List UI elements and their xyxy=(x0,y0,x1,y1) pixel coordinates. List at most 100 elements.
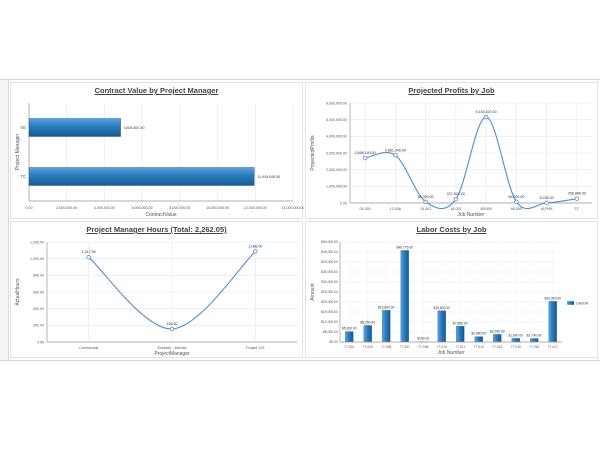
y-tick-label: $30,000.00 xyxy=(321,280,338,284)
x-tick-label: 66-555 xyxy=(511,207,522,211)
data-label: 227,621.00 xyxy=(447,192,465,196)
series-line xyxy=(365,116,577,210)
y-tick-label: 3,000,000.00 xyxy=(326,151,347,155)
data-label: $20,300.00 xyxy=(544,296,561,300)
y-tick-label: $15,000.00 xyxy=(321,310,338,314)
y-tick-label: $50,000.00 xyxy=(321,240,338,244)
y-tick-label: TC xyxy=(20,174,26,179)
labor-costs-panel: Labor Costs by Job $0.00 $5,000.00 $10,000… xyxy=(305,221,598,358)
data-point xyxy=(574,196,580,201)
data-label: $5,200.00 xyxy=(342,327,357,331)
data-label: 2,861,045.00 xyxy=(385,148,406,152)
y-tick-label: 1,000,000.00 xyxy=(326,185,347,189)
chart-title: Project Manager Hours (Total: 2,262.05) xyxy=(86,225,227,234)
labor-costs-chart: $0.00 $5,000.00 $10,000.00 $15,000.00 $20,00… xyxy=(310,240,589,356)
data-label: 11,945,948.95 xyxy=(257,175,280,179)
x-tick-label: 77-016 xyxy=(529,345,539,349)
x-tick-label: ALPHA xyxy=(541,207,553,211)
y-tick-label: 5,000,000.00 xyxy=(326,118,347,122)
data-label: $45,775.00 xyxy=(396,245,413,249)
y-tick-label: 0.00 xyxy=(340,201,347,205)
x-tick-label: 8,000,000.00 xyxy=(169,206,190,210)
data-point xyxy=(362,155,368,161)
dashboard: Contract Value by Project Manager 0.00 2,… xyxy=(0,79,600,361)
data-label: $2,680.00 xyxy=(471,332,486,336)
data-label: 1,017.55 xyxy=(82,250,96,254)
x-tick-label: 77-012 xyxy=(474,345,484,349)
bar xyxy=(28,118,121,137)
left-sidebar-strip xyxy=(0,80,9,360)
data-label: $3,790.00 xyxy=(490,329,505,333)
x-axis-label: ProjectManager xyxy=(154,351,190,357)
projected-profits-chart: 0.00 1,000,000.00 2,000,000.00 3,000,000.00… xyxy=(310,101,592,218)
bar xyxy=(456,326,465,343)
x-tick-label: 77-007 xyxy=(400,345,410,349)
contract-value-chart: 0.00 2,000,000.00 4,000,000.00 6,000,000.00… xyxy=(15,103,304,218)
data-label: $15,800.00 xyxy=(378,305,395,309)
y-tick-label: 400.00 xyxy=(33,307,44,311)
y-tick-label: 6,000,000.00 xyxy=(326,101,347,105)
y-tick-label: $10,000.00 xyxy=(321,320,338,324)
y-tick-label: 1,200.00 xyxy=(30,240,44,244)
x-tick-label: Commercial xyxy=(79,346,98,350)
chart-title: Labor Costs by Job xyxy=(416,225,487,234)
bar xyxy=(530,338,539,343)
x-tick-label: 77-008 xyxy=(418,345,428,349)
data-point xyxy=(393,153,398,158)
y-tick-label: 1,000.00 xyxy=(30,257,44,261)
data-point xyxy=(514,199,519,205)
data-point xyxy=(544,200,549,206)
x-tick-label: 77-003 xyxy=(363,345,373,349)
x-tick-label: 12-006 xyxy=(390,207,401,211)
y-tick-label: $35,000.00 xyxy=(321,270,338,274)
bar xyxy=(382,310,391,343)
data-label: 69,000.00 xyxy=(418,195,434,199)
y-tick-label: 2,000,000.00 xyxy=(326,168,347,172)
data-label: $8,250.00 xyxy=(360,321,375,325)
y-tick-label: $20,000.00 xyxy=(321,300,338,304)
x-tick-label: 4,000,000.00 xyxy=(94,206,115,210)
x-tick-label: Erickson - Mendel xyxy=(158,346,187,350)
y-tick-label: $0.00 xyxy=(330,340,339,344)
data-label: 156.50 xyxy=(167,322,178,326)
x-tick-label: 15-001 xyxy=(420,207,431,211)
data-label: 4,855,857.50 xyxy=(124,126,145,130)
bar xyxy=(28,167,255,186)
x-tick-label: 77-017 xyxy=(548,345,558,349)
x-axis-label: ContractValue xyxy=(145,212,177,218)
x-tick-label: 18-002 xyxy=(450,207,461,211)
contract-value-panel: Contract Value by Project Manager 0.00 2,… xyxy=(10,82,304,219)
data-point xyxy=(169,326,175,332)
x-tick-label: 77-001 xyxy=(344,345,354,349)
x-tick-label: 77-010 xyxy=(437,345,447,349)
data-label: 256,886.00 xyxy=(568,192,586,196)
x-tick-label: 77-015 xyxy=(511,345,521,349)
chart-title: Projected Profits by Job xyxy=(408,86,495,95)
x-tick-label: 10,000,000.00 xyxy=(206,206,229,210)
bar xyxy=(474,336,483,343)
y-tick-label: 600.00 xyxy=(33,290,44,294)
pm-hours-chart: 0.00 200.00 400.00 600.00 800.00 1,000.00 1,20… xyxy=(15,240,297,357)
y-tick-label: $25,000.00 xyxy=(321,290,338,294)
y-tick-label: 4,000,000.00 xyxy=(326,135,347,139)
legend-label: LABOR xyxy=(576,301,589,305)
legend-swatch xyxy=(567,301,574,305)
bar xyxy=(511,338,520,343)
bar xyxy=(437,310,446,343)
x-tick-label: 77-011 xyxy=(455,345,465,349)
x-tick-label: 6,000,000.00 xyxy=(132,206,153,210)
data-label: 69,000.00 xyxy=(508,195,524,199)
data-point xyxy=(453,197,459,202)
data-label: $7,850.00 xyxy=(453,321,468,325)
x-tick-label: 0.00 xyxy=(26,206,33,210)
x-tick-label: 77-013 xyxy=(492,345,502,349)
x-axis-label: Job Number xyxy=(457,212,485,218)
bar xyxy=(363,325,372,343)
y-tick-label: 200.00 xyxy=(33,324,44,328)
bar xyxy=(400,250,409,343)
data-point xyxy=(483,114,489,120)
data-label: $1,800.00 xyxy=(508,333,523,337)
data-label: $150.00 xyxy=(417,337,429,341)
x-tick-label: TC xyxy=(574,207,579,211)
data-point xyxy=(86,255,91,260)
